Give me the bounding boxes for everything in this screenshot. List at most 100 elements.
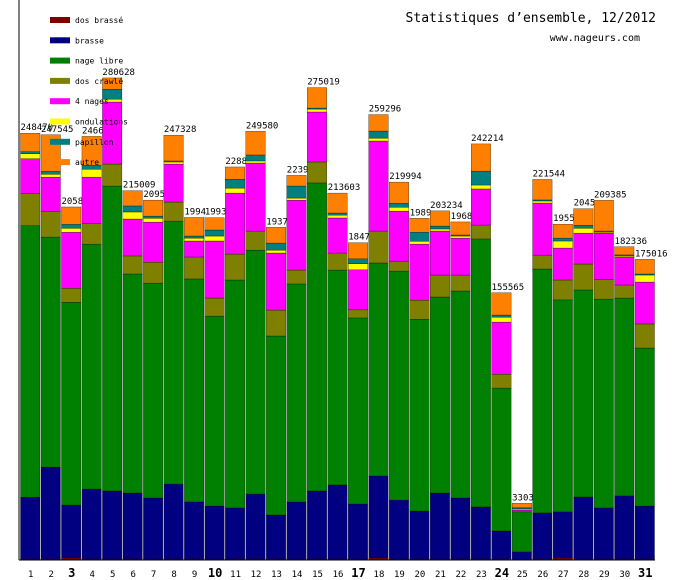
bar-segment: [266, 514, 286, 560]
bar-segment: [204, 229, 225, 237]
bar-segment: [143, 221, 164, 263]
bar-segment: [450, 497, 471, 560]
bar-segment: [122, 255, 143, 275]
bar-segment: [511, 503, 532, 508]
bar-segment: [20, 133, 41, 152]
total-label: 2239: [287, 165, 309, 175]
bar-segment: [450, 221, 471, 236]
total-label: 275019: [307, 78, 340, 88]
bar-segment: [307, 107, 327, 110]
total-label: 1955: [553, 214, 575, 224]
legend-swatch: [50, 138, 70, 145]
bar-segment: [40, 466, 61, 560]
bar-segment: [102, 490, 123, 560]
bar-segment: [573, 227, 594, 234]
bar-segment: [593, 232, 614, 280]
bar-segment: [593, 230, 614, 233]
legend-label: ondulations: [75, 118, 128, 127]
bar-segment: [470, 184, 491, 190]
bar-segment: [389, 260, 409, 272]
bar-segment: [61, 232, 82, 289]
bar-segment: [368, 114, 389, 132]
bar-segment: [348, 269, 368, 311]
bar-segment: [368, 140, 389, 232]
bar-segment: [225, 187, 245, 194]
total-label: 1968: [451, 212, 473, 222]
bar-segment: [348, 503, 368, 560]
bar-segment: [245, 249, 266, 495]
bar-segment: [491, 321, 512, 375]
bar-segment: [122, 211, 143, 220]
bar-segment: [225, 253, 245, 281]
bar-segment: [307, 490, 327, 560]
total-label: 182336: [615, 237, 648, 247]
bar-segment: [511, 507, 532, 509]
bar-segment: [184, 501, 205, 560]
bar-segment: [143, 497, 164, 560]
bar-segment: [286, 283, 307, 503]
bar-segment: [348, 309, 368, 319]
bar-segment: [327, 192, 348, 214]
bar-segment: [552, 511, 573, 559]
bar-segment: [552, 299, 573, 513]
x-tick-label: 17: [351, 566, 365, 580]
bar-segment: [430, 492, 450, 560]
bar-segment: [593, 507, 614, 560]
bar-segment: [552, 224, 573, 239]
bar-segment: [430, 296, 450, 494]
chart-title: Statistiques d’ensemble, 12/2012: [406, 11, 656, 26]
bar-segment: [143, 282, 164, 499]
bar-segment: [163, 483, 184, 560]
bar-segment: [245, 230, 266, 251]
x-tick-label: 23: [476, 570, 487, 580]
bar-segment: [593, 231, 614, 234]
total-label: 1847: [348, 233, 370, 243]
bar-segment: [163, 134, 184, 162]
bar-segment: [450, 234, 471, 237]
bar-segment: [307, 87, 327, 109]
bar-segment: [470, 143, 491, 172]
bar-segment: [327, 217, 348, 254]
bar-segment: [593, 278, 614, 300]
bar-segment: [348, 317, 368, 505]
legend-label: papillon: [75, 138, 114, 147]
bar-segment: [81, 176, 102, 224]
bar-segment: [532, 254, 553, 270]
bar-segment: [225, 166, 245, 180]
bar-segment: [184, 235, 205, 239]
total-label: 2288: [225, 157, 247, 167]
bar-segment: [430, 210, 450, 227]
bar-segment: [430, 228, 450, 232]
bar-segment: [20, 225, 41, 498]
bar-segment: [389, 207, 409, 212]
bar-segment: [163, 163, 184, 203]
bar-segment: [634, 273, 655, 276]
bar-segment: [552, 279, 573, 301]
bar-segment: [552, 237, 573, 242]
bar-segment: [470, 170, 491, 186]
bar-segment: [20, 496, 41, 560]
bar-segment: [532, 200, 553, 204]
bar-segment: [245, 162, 266, 232]
bar-segment: [552, 240, 573, 249]
bar-segment: [81, 136, 102, 166]
bar-segment: [634, 274, 655, 283]
x-tick-label: 13: [271, 570, 282, 580]
total-label: 1993: [205, 208, 227, 218]
bar-segment: [368, 137, 389, 142]
bar-segment: [511, 509, 532, 512]
bar-segment: [266, 227, 286, 244]
total-label: 249580: [246, 121, 279, 131]
bar-segment: [61, 224, 82, 229]
bar-segment: [184, 237, 205, 242]
x-tick-label: 8: [171, 570, 176, 580]
bar-segment: [450, 235, 471, 239]
bar-segment: [204, 505, 225, 560]
x-tick-label: 4: [89, 570, 94, 580]
bar-segment: [163, 160, 184, 163]
bar-segment: [102, 77, 123, 90]
bar-segment: [573, 208, 594, 226]
legend-label: dos brassé: [75, 15, 123, 25]
legend-label: dos crawlé: [75, 76, 123, 86]
